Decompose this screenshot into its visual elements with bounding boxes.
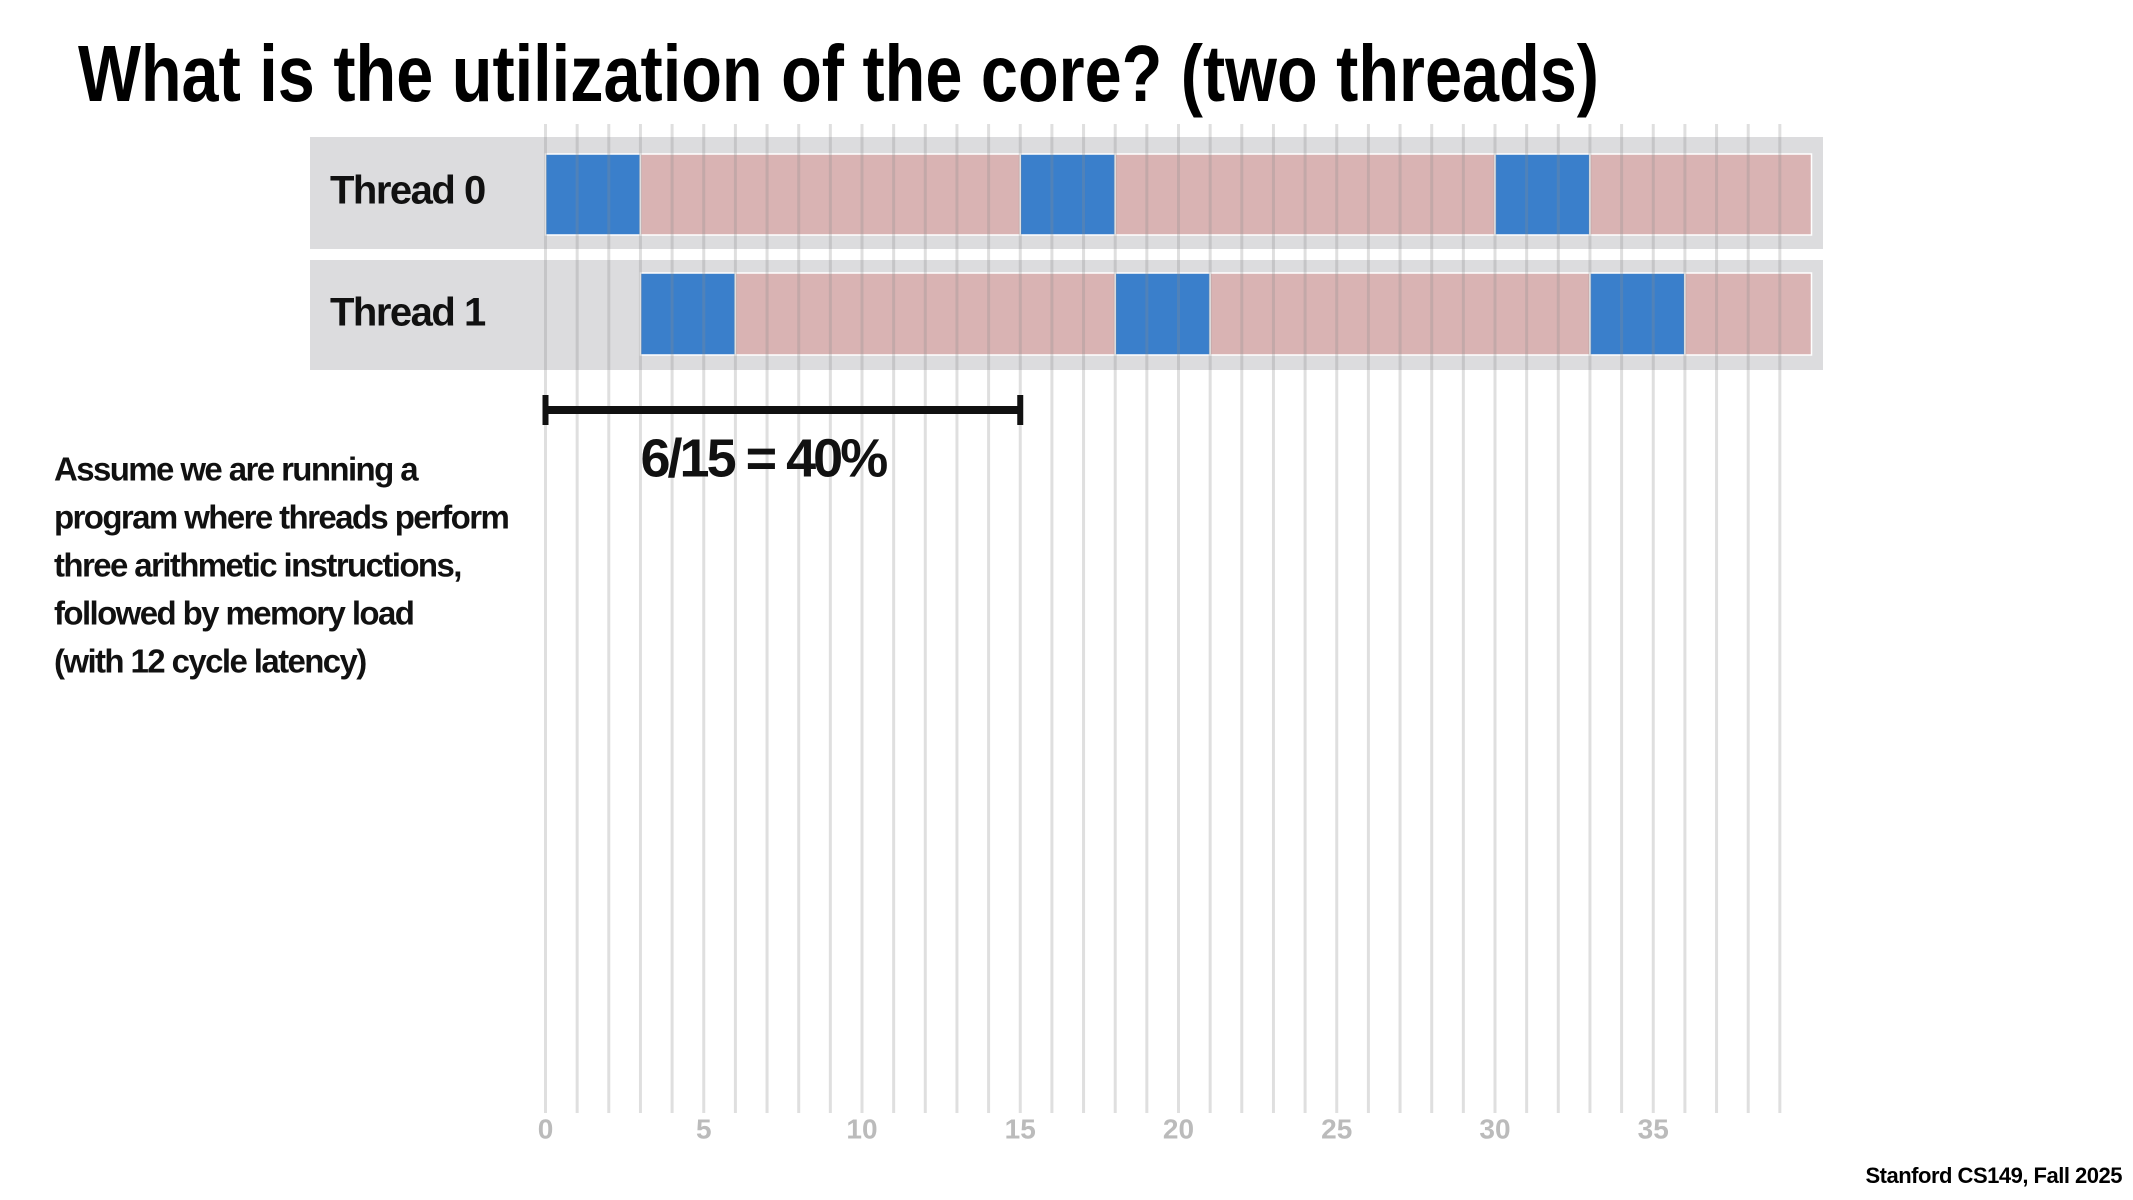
compute-segment <box>1019 153 1116 236</box>
thread-label: Thread 1 <box>330 291 486 335</box>
compute-segment <box>1589 272 1686 356</box>
description-line: followed by memory load <box>54 595 413 632</box>
description-line: (with 12 cycle latency) <box>54 643 366 680</box>
compute-segment <box>544 153 642 236</box>
stall-segment <box>1209 272 1591 356</box>
bracket-label: 6/15 = 40% <box>641 428 888 488</box>
thread-label: Thread 0 <box>330 169 485 213</box>
x-tick-label: 35 <box>1638 1113 1669 1144</box>
x-tick-label: 30 <box>1479 1113 1510 1144</box>
footer: Stanford CS149, Fall 2025 <box>1866 1163 2123 1188</box>
compute-segment <box>1114 272 1211 356</box>
x-tick-label: 25 <box>1321 1113 1352 1144</box>
description-line: program where threads perform <box>54 499 508 536</box>
x-tick-label: 20 <box>1163 1113 1194 1144</box>
stall-segment <box>1589 153 1813 236</box>
stall-segment <box>1114 153 1496 236</box>
stall-segment <box>1684 272 1813 356</box>
x-tick-label: 15 <box>1005 1113 1036 1144</box>
x-tick-label: 0 <box>538 1113 554 1144</box>
x-tick-label: 5 <box>696 1113 712 1144</box>
description-line: three arithmetic instructions, <box>54 547 461 584</box>
compute-segment <box>1494 153 1591 236</box>
x-tick-label: 10 <box>846 1113 877 1144</box>
slide-title: What is the utilization of the core? (tw… <box>78 29 1599 118</box>
description-line: Assume we are running a <box>54 451 419 488</box>
stall-segment <box>639 153 1021 236</box>
compute-segment <box>639 272 737 356</box>
